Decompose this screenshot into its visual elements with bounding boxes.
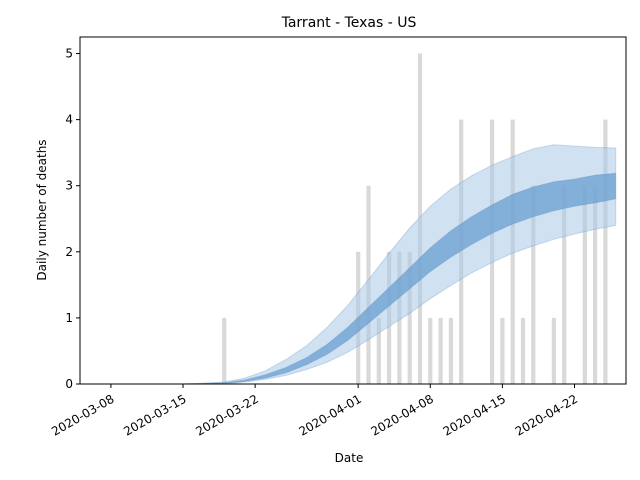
y-tick-label: 2 [65,245,73,259]
deaths-bar [407,251,412,384]
plot-frame [79,36,627,385]
x-tick-label: 2020-03-22 [193,392,260,439]
deaths-bar [551,317,556,384]
deaths-bar [562,185,567,384]
chart-title: Tarrant - Texas - US [281,15,417,31]
x-tick-label: 2020-04-15 [441,392,508,439]
y-tick-label: 3 [65,179,73,193]
y-tick-label: 0 [65,377,73,391]
y-tick-label: 1 [65,311,73,325]
deaths-bar [222,317,227,384]
x-tick-label: 2020-03-15 [121,392,188,439]
deaths-bar [438,317,443,384]
deaths-bar [593,185,598,384]
x-tick-label: 2020-03-08 [49,392,116,439]
deaths-bar [376,317,381,384]
x-axis-title: Date [335,451,364,465]
y-axis-title: Daily number of deaths [35,139,49,280]
y-tick-label: 5 [65,47,73,61]
deaths-bar [520,317,526,384]
deaths-bar [582,185,587,384]
y-axis: 0 1 2 3 4 5 [65,47,80,391]
deaths-bar [428,317,433,384]
deaths-bar [603,119,608,384]
x-tick-label: 2020-04-01 [296,392,363,439]
x-tick-label: 2020-04-08 [369,392,436,439]
deaths-bar [448,317,453,384]
deaths-bar [500,317,505,384]
x-tick-label: 2020-04-22 [513,392,580,439]
x-axis: 2020-03-08 2020-03-15 2020-03-22 2020-04-01… [49,384,580,439]
deaths-bar [531,185,536,384]
plot-area [182,53,617,385]
inner-band [182,172,617,385]
y-tick-label: 4 [65,113,73,127]
